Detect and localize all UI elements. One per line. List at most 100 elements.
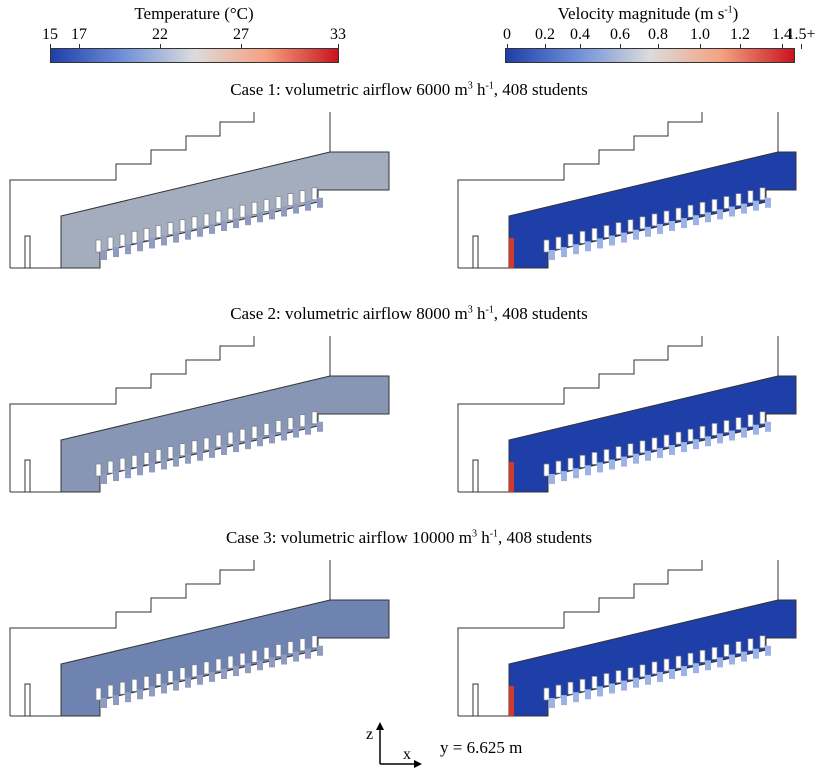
door xyxy=(24,235,31,269)
occupant xyxy=(107,236,114,250)
seat xyxy=(257,212,263,223)
seat xyxy=(765,197,771,208)
occupant xyxy=(543,239,550,253)
occupant xyxy=(591,228,598,241)
seat xyxy=(681,442,687,453)
occupant xyxy=(107,460,114,474)
seat xyxy=(717,433,723,444)
seat xyxy=(573,468,579,479)
seat xyxy=(281,206,287,217)
occupant xyxy=(555,684,562,698)
occupant xyxy=(119,681,126,695)
temperature-tick-mark xyxy=(79,44,80,49)
seat xyxy=(729,654,735,665)
temperature-tick-mark xyxy=(50,44,51,49)
seat xyxy=(317,645,323,656)
seat xyxy=(561,695,567,706)
occupant xyxy=(275,644,282,657)
occupant xyxy=(179,667,186,681)
temperature-tick-mark xyxy=(160,44,161,49)
seat xyxy=(657,671,663,682)
seat xyxy=(149,462,155,473)
seat xyxy=(221,445,227,455)
occupant xyxy=(287,641,294,654)
seat xyxy=(657,447,663,458)
seat xyxy=(753,648,759,659)
velocity-colorbar-title: Velocity magnitude (m s-1) xyxy=(557,4,739,23)
seat xyxy=(305,424,311,435)
seat xyxy=(633,229,639,240)
seat xyxy=(125,244,131,255)
seat xyxy=(573,244,579,255)
velocity-tick-label: 0.4 xyxy=(570,26,590,43)
occupant xyxy=(603,449,610,462)
seat xyxy=(281,430,287,441)
seat xyxy=(125,692,131,703)
occupant xyxy=(639,664,646,678)
door xyxy=(24,459,31,493)
occupant xyxy=(287,193,294,206)
occupant xyxy=(687,428,694,442)
seat xyxy=(597,462,603,473)
seat xyxy=(681,666,687,677)
seat xyxy=(549,698,555,708)
case-2-temperature-panel xyxy=(9,336,390,493)
case-3-temperature-panel xyxy=(9,560,390,717)
seat xyxy=(197,226,203,237)
seat xyxy=(233,442,239,453)
seat xyxy=(125,468,131,479)
seat xyxy=(729,206,735,217)
seat xyxy=(597,686,603,697)
seat xyxy=(609,683,615,694)
seat xyxy=(645,226,651,237)
occupant xyxy=(239,204,246,218)
occupant xyxy=(663,434,670,448)
occupant xyxy=(711,423,718,436)
seat xyxy=(173,456,179,467)
velocity-tick-mark xyxy=(545,44,546,49)
occupant xyxy=(651,213,658,227)
velocity-tick-label: 1.4 xyxy=(772,26,792,43)
occupant xyxy=(107,684,114,698)
occupant xyxy=(215,658,222,672)
seat xyxy=(741,427,747,438)
occupant xyxy=(263,423,270,436)
occupant xyxy=(603,673,610,686)
seat xyxy=(209,447,215,458)
seat xyxy=(753,424,759,435)
occupant xyxy=(299,414,306,428)
temperature-colorbar xyxy=(50,48,339,63)
occupant xyxy=(699,201,706,215)
z-axis-label: z xyxy=(366,726,374,743)
seat xyxy=(729,430,735,441)
seat xyxy=(161,235,167,246)
occupant xyxy=(579,678,586,692)
seat xyxy=(681,218,687,229)
temperature-field xyxy=(60,375,390,493)
occupant xyxy=(687,652,694,666)
occupant xyxy=(591,676,598,689)
seat xyxy=(281,654,287,665)
occupant xyxy=(263,647,270,660)
velocity-colorbar xyxy=(505,48,795,63)
seat xyxy=(221,669,227,679)
section-plane-label: y = 6.625 m xyxy=(440,738,523,757)
occupant xyxy=(675,431,682,445)
seat xyxy=(669,445,675,455)
occupant xyxy=(227,431,234,445)
occupant xyxy=(555,236,562,250)
seat xyxy=(573,692,579,703)
occupant xyxy=(311,187,318,201)
occupant xyxy=(735,641,742,654)
occupant xyxy=(155,673,162,686)
occupant xyxy=(663,658,670,672)
seat xyxy=(269,209,275,220)
occupant xyxy=(311,411,318,425)
velocity-tick-label: 0.2 xyxy=(535,26,555,43)
seat xyxy=(317,421,323,432)
occupant xyxy=(239,652,246,666)
occupant xyxy=(167,222,174,235)
seat xyxy=(705,212,711,223)
occupant xyxy=(747,190,754,204)
occupant xyxy=(155,449,162,462)
